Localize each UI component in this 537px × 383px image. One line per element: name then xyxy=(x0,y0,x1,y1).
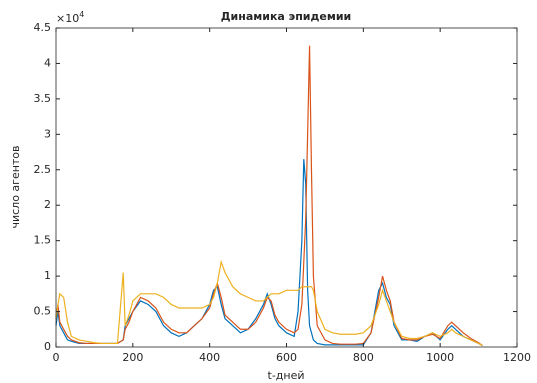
data-line xyxy=(55,259,483,347)
y-axis-label: число агентов xyxy=(9,145,22,228)
y-tick-label: 0.5 xyxy=(34,305,52,318)
y-tick-label: 2 xyxy=(44,198,51,211)
x-tick-label: 600 xyxy=(276,351,297,364)
y-tick-label: 3 xyxy=(44,127,51,140)
x-tick-label: 0 xyxy=(53,351,60,364)
x-tick-label: 800 xyxy=(353,351,374,364)
y-tick-label: 1.5 xyxy=(34,234,52,247)
x-tick-label: 1000 xyxy=(426,351,454,364)
x-axis-label: t-дней xyxy=(268,369,305,382)
y-scale-base: ×10 xyxy=(56,12,79,25)
y-tick-label: 3.5 xyxy=(34,92,52,105)
x-tick-label: 400 xyxy=(199,351,220,364)
data-line xyxy=(55,45,483,347)
chart-title: Динамика эпидемии xyxy=(221,10,352,23)
plot-area xyxy=(56,28,517,347)
y-tick-label: 1 xyxy=(44,269,51,282)
y-scale-label: ×104 xyxy=(56,10,84,26)
y-scale-exponent: 4 xyxy=(79,10,84,19)
y-tick-label: 0 xyxy=(44,340,51,353)
x-tick-label: 1200 xyxy=(503,351,531,364)
y-tick-label: 2.5 xyxy=(34,163,52,176)
y-tick-label: 4.5 xyxy=(34,21,52,34)
y-tick-label: 4 xyxy=(44,56,51,69)
x-tick-label: 200 xyxy=(122,351,143,364)
